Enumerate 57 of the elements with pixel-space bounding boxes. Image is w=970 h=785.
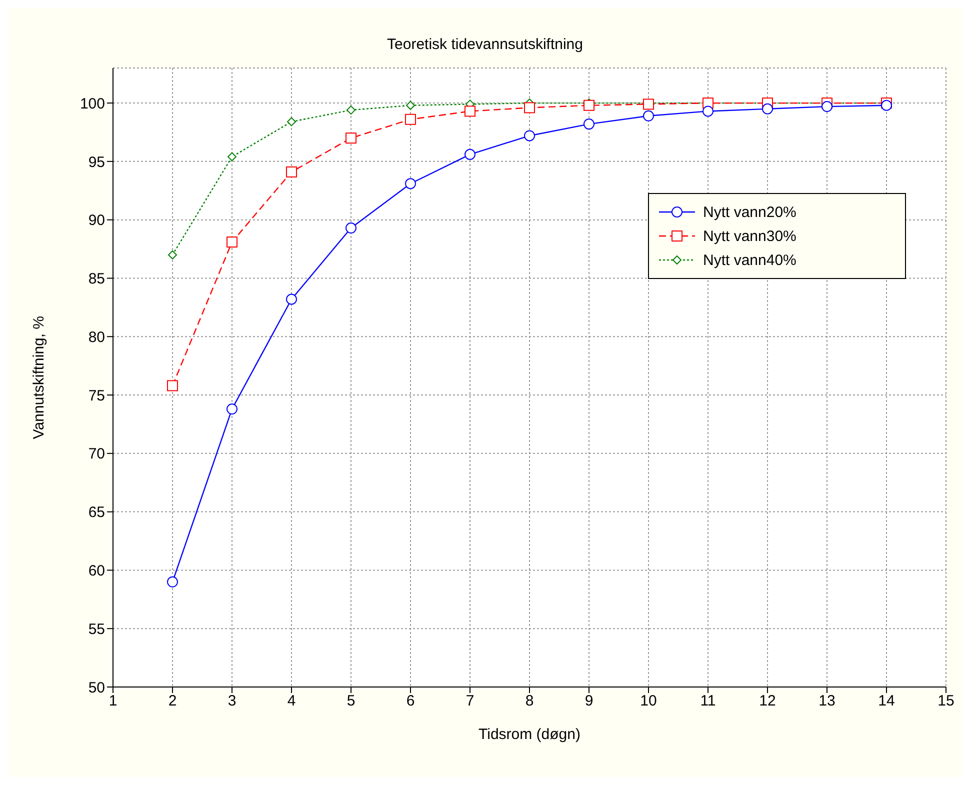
point [286, 166, 297, 178]
point [168, 250, 177, 260]
point [584, 100, 594, 111]
point [822, 101, 832, 112]
legend-label: Nytt vann30% [703, 228, 796, 244]
point [643, 110, 654, 122]
point [346, 222, 356, 234]
point [346, 106, 356, 115]
x-tick-label: 3 [228, 692, 236, 710]
x-tick-label: 11 [700, 692, 716, 710]
point [405, 114, 416, 125]
x-tick-label: 6 [406, 692, 415, 710]
legend-label: Nytt vann40% [703, 252, 796, 268]
point [464, 106, 476, 117]
y-tick-label: 50 [88, 679, 105, 696]
x-tick-label: 15 [938, 692, 954, 710]
y-tick-label: 60 [88, 562, 105, 580]
x-tick-label: 10 [640, 692, 657, 710]
point [286, 294, 297, 305]
point [167, 576, 178, 588]
point [346, 132, 356, 144]
x-tick-label: 9 [584, 692, 594, 710]
y-tick-label: 75 [88, 387, 105, 404]
x-tick-label: 14 [878, 692, 895, 710]
point [167, 380, 178, 392]
y-tick-label: 85 [88, 270, 105, 288]
x-tick-label: 8 [525, 692, 534, 710]
y-tick-label: 65 [88, 504, 105, 522]
y-tick-label: 70 [88, 446, 105, 463]
y-tick-label: 95 [88, 154, 105, 171]
x-tick-label: 5 [346, 692, 356, 710]
y-tick-label: 55 [88, 620, 105, 638]
point [226, 236, 238, 248]
point [762, 103, 773, 114]
x-tick-label: 4 [287, 692, 296, 710]
point [287, 117, 296, 126]
x-tick-label: 2 [168, 692, 177, 710]
x-axis-title: Tidsrom (døgn) [478, 726, 580, 743]
x-tick-label: 13 [818, 692, 836, 710]
point [226, 404, 238, 415]
y-tick-label: 90 [88, 212, 105, 230]
point [584, 118, 594, 130]
point [524, 102, 535, 114]
legend-label: Nytt vann20% [703, 204, 796, 220]
x-tick-label: 12 [759, 692, 776, 710]
point [464, 148, 476, 160]
x-tick-label: 7 [466, 692, 474, 710]
y-tick-label: 100 [80, 95, 105, 112]
point [524, 130, 535, 142]
point [405, 178, 416, 190]
point [406, 100, 415, 110]
point [702, 106, 714, 117]
chart-title: Teoretisk tidevannsutskiftning [386, 36, 584, 53]
y-tick-label: 80 [88, 328, 105, 346]
y-axis-title: Vannutskiftning, % [30, 316, 48, 440]
x-tick-label: 1 [108, 692, 118, 710]
point [228, 152, 236, 162]
